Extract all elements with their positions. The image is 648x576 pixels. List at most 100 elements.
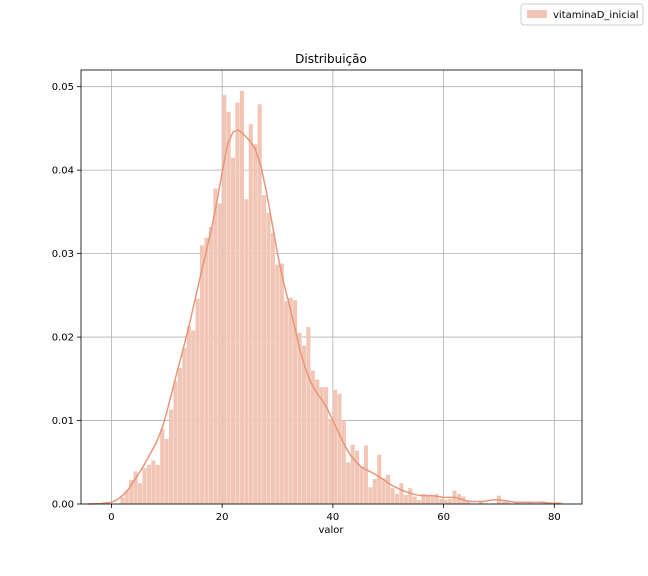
histogram-bar [328, 418, 333, 504]
legend-label: vitaminaD_inicial [553, 10, 639, 21]
y-axis: 0.00 0.01 0.02 0.03 0.04 0.05 [52, 82, 81, 511]
histogram-bar [439, 498, 444, 504]
x-tick-label: 80 [548, 512, 561, 523]
x-axis: 0 20 40 60 80 [108, 504, 561, 523]
histogram-bar [350, 444, 355, 504]
histogram-bar [279, 263, 284, 504]
y-tick-label: 0.03 [52, 249, 74, 260]
histogram-bar [443, 499, 448, 504]
histogram-bar [275, 264, 280, 504]
histogram-bar [399, 483, 404, 504]
histogram-bar [403, 494, 408, 504]
histogram-bar [213, 188, 218, 504]
histogram-bar [124, 490, 129, 504]
histogram-bar [208, 226, 214, 504]
histogram-bar [138, 483, 143, 504]
histogram-bar [288, 297, 293, 504]
histogram-bar [386, 474, 391, 504]
histogram-bar [505, 501, 510, 504]
legend: vitaminaD_inicial [520, 3, 644, 26]
y-tick-label: 0.02 [52, 333, 74, 344]
histogram-bar [301, 345, 307, 504]
histogram-bar [257, 104, 262, 504]
histogram-bar [319, 387, 324, 504]
histogram-bar [177, 367, 183, 504]
histogram-bar [359, 466, 364, 504]
histogram-bar [390, 488, 395, 504]
histogram-bar [306, 327, 311, 504]
histogram-bar [337, 393, 342, 504]
histogram-bar [270, 232, 276, 504]
histogram-bar [182, 347, 187, 504]
histogram-bar [430, 495, 435, 504]
histogram-bar [129, 479, 134, 504]
histogram-bar [217, 203, 222, 505]
histogram-bar [324, 387, 329, 504]
histogram-bars [120, 90, 563, 505]
x-tick-label: 0 [108, 512, 114, 523]
histogram-bar [204, 237, 209, 504]
histogram-bar [341, 420, 346, 504]
histogram-bar [377, 454, 382, 504]
histogram-bar [226, 111, 231, 504]
histogram-bar [394, 493, 400, 504]
histogram-bar [200, 245, 205, 504]
histogram-bar [235, 102, 240, 505]
histogram-bar [239, 90, 245, 504]
histogram-bar [186, 326, 191, 504]
histogram-bar [417, 499, 422, 504]
histogram-bar [412, 496, 417, 504]
y-tick-label: 0.05 [52, 82, 74, 93]
histogram-bar [315, 379, 320, 504]
histogram-bar [434, 493, 439, 504]
histogram-bar [297, 332, 302, 504]
x-axis-label: valor [318, 525, 344, 536]
histogram-bar [222, 95, 227, 505]
histogram-bar [372, 478, 377, 504]
legend-swatch [527, 10, 547, 18]
histogram-bar [244, 199, 249, 504]
kde-line [87, 129, 560, 505]
histogram-bar [284, 301, 289, 504]
histogram-bar [169, 409, 174, 504]
histogram-bar [266, 212, 271, 504]
histogram-bar [381, 478, 386, 504]
histogram-bar [465, 501, 470, 504]
histogram-bar [332, 389, 338, 504]
histogram-bar [421, 493, 426, 504]
histogram-bar [164, 438, 169, 504]
histogram-bar [368, 487, 373, 504]
x-tick-label: 40 [327, 512, 340, 523]
histogram-bar [191, 330, 196, 504]
histogram-bar [133, 471, 138, 504]
histogram-bar [160, 428, 165, 504]
histogram-bar [173, 381, 178, 504]
histogram-bar [355, 450, 360, 504]
x-tick-label: 20 [216, 512, 229, 523]
histogram-bar [248, 124, 253, 504]
histogram-bar [195, 298, 200, 504]
histogram-bar [151, 460, 156, 504]
histogram-bar [448, 498, 453, 504]
histogram-bar [408, 488, 413, 504]
x-tick-label: 60 [437, 512, 450, 523]
histogram-bar [142, 468, 147, 504]
axes-frame [80, 69, 583, 505]
histogram-bar [231, 157, 236, 504]
histogram-bar [155, 464, 160, 504]
histogram-bar [425, 495, 431, 504]
legend-frame [520, 3, 644, 26]
histogram-bar [310, 370, 315, 504]
histogram-bar [253, 144, 258, 504]
y-tick-label: 0.01 [52, 416, 74, 427]
y-tick-label: 0.00 [52, 500, 74, 511]
histogram-bar [346, 462, 351, 504]
histogram-bar [479, 501, 484, 504]
histogram-bar [558, 502, 563, 504]
chart-title: Distribuição [295, 52, 367, 66]
histogram-bar [501, 501, 506, 504]
histogram-bar [120, 497, 125, 504]
histogram-bar [262, 195, 267, 504]
histogram-bar [293, 300, 298, 504]
